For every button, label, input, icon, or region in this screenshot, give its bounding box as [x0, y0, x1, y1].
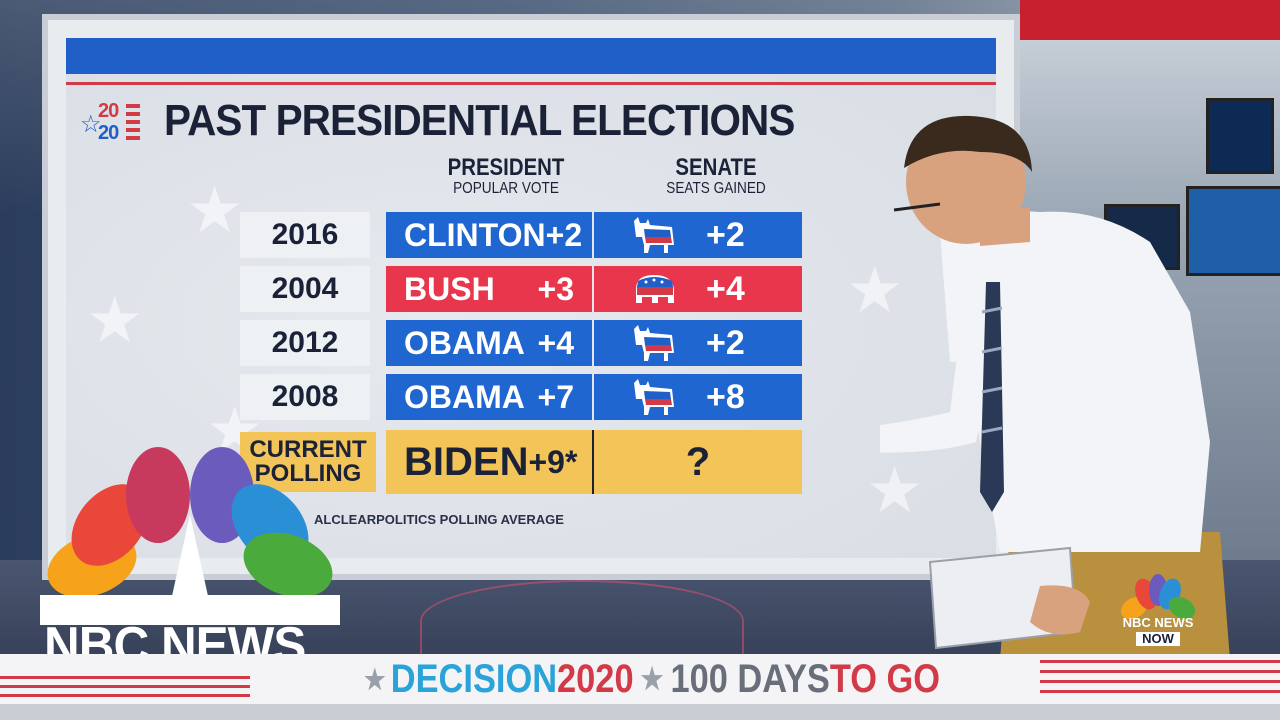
senate-result: +8	[594, 374, 802, 420]
current-senate-projection: ?	[594, 430, 802, 494]
bug-line1: NBC NEWS	[1122, 615, 1194, 630]
column-divider	[592, 430, 594, 494]
democrat-donkey-icon	[634, 217, 674, 253]
current-label-line1: CURRENT	[249, 436, 367, 463]
banner-days: 100 DAYS	[670, 656, 830, 701]
year-label: 2012	[240, 320, 370, 366]
board-title: PAST PRESIDENTIAL ELECTIONS	[164, 96, 795, 145]
president-heading: PRESIDENT	[447, 154, 565, 181]
flag-stripes-icon	[126, 104, 140, 144]
popular-vote-margin: +2	[545, 216, 583, 253]
bug-now-label: NOW	[1136, 632, 1180, 646]
logo-year-top: 20	[98, 100, 119, 122]
popular-vote-margin: +3	[537, 270, 574, 307]
current-polling-label: CURRENT POLLING	[240, 432, 376, 492]
democrat-donkey-icon	[634, 325, 674, 361]
candidate-name: OBAMA	[404, 378, 525, 415]
nbc-news-now-logo	[1120, 574, 1196, 620]
floor-peacock-glow	[420, 580, 744, 662]
senate-column-header: SENATE SEATS GAINED	[626, 156, 806, 198]
candidate-name: BIDEN	[404, 439, 529, 484]
studio-monitor	[1186, 186, 1280, 276]
seats-gained: +8	[706, 377, 745, 416]
polling-margin: +9*	[528, 443, 578, 480]
banner-year: 2020	[557, 656, 634, 701]
background-star: ★	[846, 254, 904, 326]
current-label-line2: POLLING	[254, 460, 362, 487]
president-column-header: PRESIDENT POPULAR VOTE	[416, 156, 596, 198]
background-star: ★	[186, 174, 244, 246]
footnote: ALCLEARPOLITICS POLLING AVERAGE	[314, 512, 564, 527]
candidate-name: OBAMA	[404, 324, 525, 361]
senate-heading: SENATE	[675, 154, 757, 181]
candidate-name: CLINTON	[404, 216, 546, 253]
studio-monitor	[1206, 98, 1274, 174]
president-result: OBAMA +7	[386, 374, 592, 420]
republican-elephant-icon	[636, 275, 674, 303]
seats-gained: +4	[706, 269, 745, 308]
nbc-news-now-text: NBC NEWS NOW	[1112, 616, 1204, 646]
studio-red-panel	[1020, 0, 1280, 40]
board-red-line	[66, 82, 996, 85]
senate-result: +4	[594, 266, 802, 312]
banner-to-go: TO GO	[829, 656, 941, 701]
president-result: BUSH +3	[386, 266, 592, 312]
presenter	[880, 115, 1230, 660]
senate-subheading: SEATS GAINED	[666, 180, 766, 197]
democrat-donkey-icon	[634, 379, 674, 415]
current-president-polling: BIDEN +9*	[386, 430, 592, 494]
logo-year-bottom: 20	[98, 122, 119, 144]
banner-decision: DECISION	[390, 656, 558, 701]
video-wall: ★ ★ ★ ★ ★ ★ ☆ 20 20 PAST PRESIDENTIAL EL…	[42, 14, 1020, 580]
star-icon: ☆	[80, 111, 102, 138]
background-star: ★	[866, 454, 924, 526]
year-label: 2016	[240, 212, 370, 258]
board-top-bar	[66, 38, 996, 74]
banner-stripes-left	[0, 676, 250, 698]
candidate-name: BUSH	[404, 270, 495, 307]
president-subheading: POPULAR VOTE	[453, 180, 559, 197]
nbc-peacock-logo	[40, 447, 340, 625]
seats-gained: +2	[706, 215, 745, 254]
seats-gained: +2	[706, 323, 745, 362]
year-label: 2008	[240, 374, 370, 420]
year-label: 2004	[240, 266, 370, 312]
background-star: ★	[86, 284, 144, 356]
president-result: CLINTON +2	[386, 212, 592, 258]
decision-2020-logo: ☆ 20 20	[80, 98, 152, 150]
banner-headline: ★ DECISION 2020 ★ 100 DAYS TO GO	[364, 657, 940, 701]
senate-result: +2	[594, 320, 802, 366]
star-icon: ★	[640, 662, 664, 696]
popular-vote-margin: +7	[537, 378, 574, 415]
president-result: OBAMA +4	[386, 320, 592, 366]
popular-vote-margin: +4	[537, 324, 574, 361]
bottom-strip	[0, 704, 1280, 720]
banner-stripes-right	[1040, 660, 1280, 696]
star-icon: ★	[364, 663, 386, 695]
unknown-seats: ?	[685, 439, 711, 484]
senate-result: +2	[594, 212, 802, 258]
